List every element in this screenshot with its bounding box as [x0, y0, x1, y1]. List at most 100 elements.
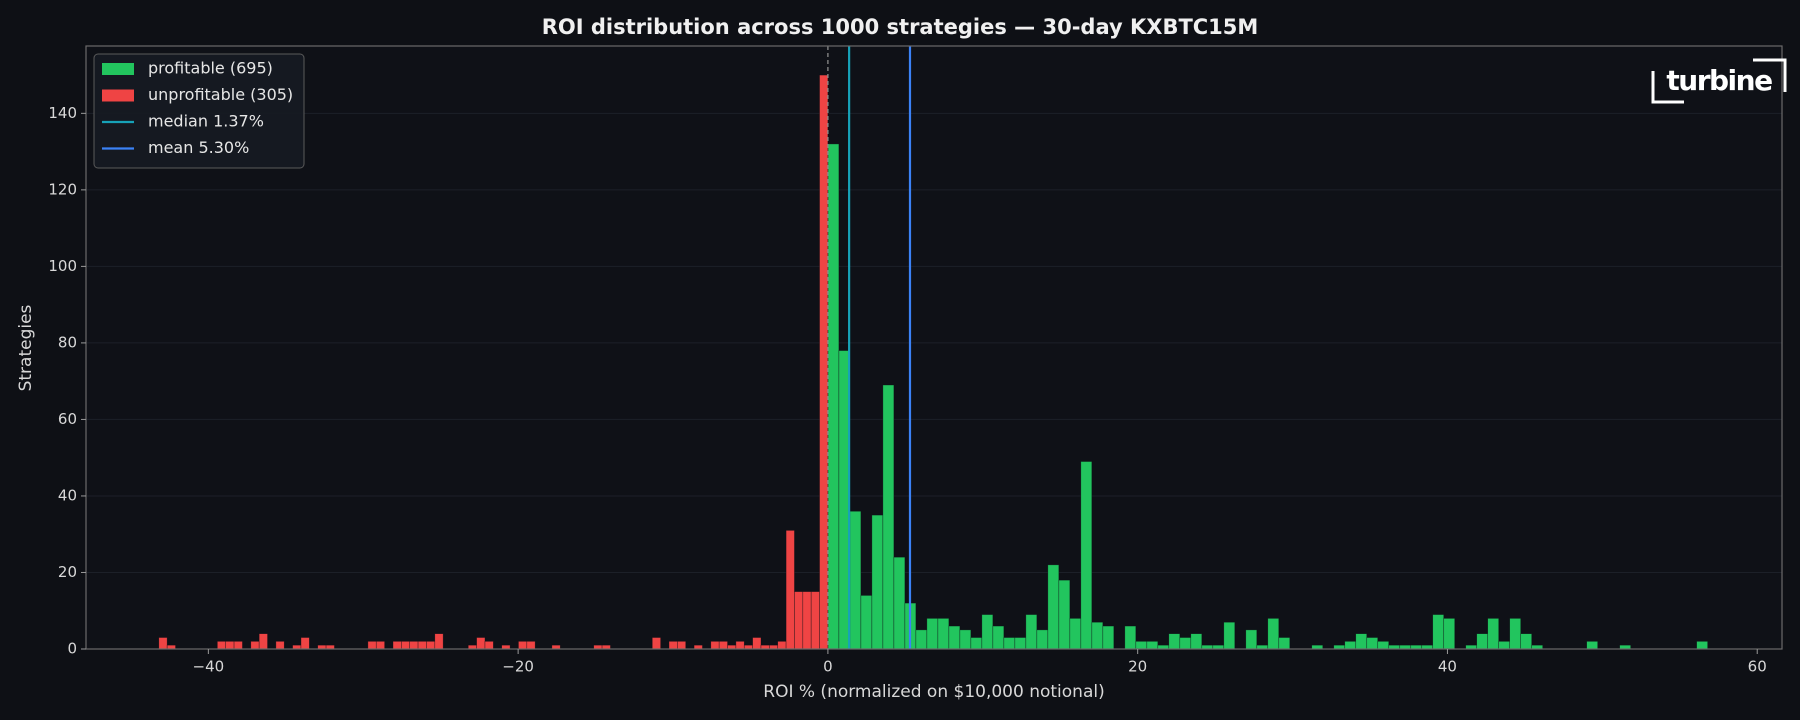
y-tick-label: 120 [48, 180, 77, 198]
bar [484, 641, 494, 650]
bar [752, 637, 762, 650]
bar [970, 637, 983, 650]
bar [926, 618, 939, 650]
bar [1047, 564, 1060, 650]
bar [1168, 633, 1181, 650]
y-tick-label: 80 [58, 333, 77, 351]
bar [1223, 621, 1236, 650]
bar [401, 641, 411, 650]
logo: turbine [1651, 58, 1787, 104]
bar [1146, 641, 1159, 650]
bar [651, 637, 661, 650]
bar [794, 591, 804, 650]
bar [827, 143, 840, 650]
bar [1190, 633, 1203, 650]
logo-bracket [1651, 71, 1684, 104]
y-axis-label: Strategies [16, 304, 36, 391]
bar [258, 633, 268, 650]
legend-label: mean 5.30% [148, 138, 249, 157]
bar [367, 641, 377, 650]
chart-title: ROI distribution across 1000 strategies … [542, 15, 1259, 39]
x-tick-label: 20 [1128, 658, 1147, 676]
bar [225, 641, 235, 650]
bar [893, 556, 906, 650]
bar [777, 641, 787, 650]
bar [1344, 641, 1357, 650]
bar [1443, 618, 1456, 650]
bar [668, 641, 678, 650]
bar [849, 510, 862, 650]
bar [518, 641, 528, 650]
legend: profitable (695) unprofitable (305) median… [93, 53, 305, 169]
bar [677, 641, 687, 650]
bar [233, 641, 243, 650]
bar [1091, 621, 1104, 650]
bar [915, 629, 928, 650]
bar [1025, 614, 1038, 650]
x-tick-label: 60 [1748, 658, 1767, 676]
bar [937, 618, 950, 650]
bar [417, 641, 427, 650]
bar [1366, 637, 1379, 650]
bar [476, 637, 486, 650]
x-tick-label: 0 [823, 658, 833, 676]
x-tick-label: −20 [502, 658, 534, 676]
x-tick-label: −40 [193, 658, 225, 676]
bar [785, 530, 795, 650]
bar [1014, 637, 1027, 650]
bar [1102, 625, 1115, 650]
bar [871, 514, 884, 650]
bar [1080, 461, 1093, 650]
bar [1267, 618, 1280, 650]
y-tick-label: 0 [67, 640, 77, 658]
logo-text: turbine [1666, 64, 1772, 97]
bar [1069, 618, 1082, 650]
bar [718, 641, 728, 650]
bar [526, 641, 536, 650]
axes: 0 20 40 60 80 100 120 140 −40 −20 0 20 40 60 [48, 104, 1766, 676]
bar [1245, 629, 1258, 650]
bar [375, 641, 385, 650]
bar [1003, 637, 1016, 650]
bar [1179, 637, 1192, 650]
bar [1509, 618, 1522, 650]
legend-swatch [102, 63, 134, 75]
bar [275, 641, 285, 650]
x-tick-label: 40 [1438, 658, 1457, 676]
legend-label: median 1.37% [148, 112, 264, 131]
bar [860, 595, 873, 650]
bar [392, 641, 402, 650]
x-axis-label: ROI % (normalized on $10,000 notional) [763, 682, 1104, 702]
lines [827, 46, 912, 649]
bar [981, 614, 994, 650]
bar [1377, 641, 1390, 650]
legend-label: profitable (695) [148, 59, 273, 78]
plot-frame [85, 45, 1783, 650]
bar [217, 641, 227, 650]
bar [300, 637, 310, 650]
logo-bracket [1753, 58, 1787, 92]
bar [802, 591, 812, 650]
bar [819, 74, 829, 650]
bar [250, 641, 260, 650]
bar [710, 641, 720, 650]
bar [1498, 641, 1511, 650]
y-tick-label: 100 [48, 257, 77, 275]
bar [409, 641, 419, 650]
bar [1696, 641, 1708, 650]
bar [948, 625, 961, 650]
legend-label: unprofitable (305) [148, 85, 293, 104]
bar [992, 625, 1005, 650]
y-tick-label: 20 [58, 563, 77, 581]
bar [882, 384, 895, 650]
bar [1135, 641, 1148, 650]
bar [959, 629, 972, 650]
bar [810, 591, 820, 650]
bar [735, 641, 745, 650]
bar [434, 633, 444, 650]
y-tick-label: 60 [58, 410, 77, 428]
legend-swatch [102, 89, 134, 102]
bar [1586, 641, 1598, 650]
